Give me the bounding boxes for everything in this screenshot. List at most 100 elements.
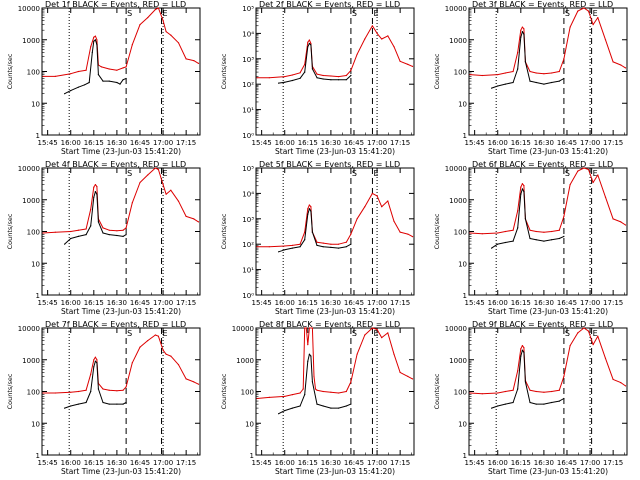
data-point-lld	[587, 168, 590, 171]
y-tick-label: 10000	[18, 5, 40, 13]
data-point-events	[311, 231, 313, 233]
data-point-lld	[193, 218, 195, 220]
data-point-lld	[42, 232, 44, 234]
data-point-lld	[90, 373, 92, 375]
y-tick-label: 1	[463, 132, 467, 140]
x-axis-title: Start Time (23-Jun-03 15:41:20)	[488, 307, 608, 316]
data-point-events	[77, 403, 79, 405]
x-tick-label: 17:15	[603, 459, 623, 467]
data-point-events	[97, 221, 99, 223]
y-tick-label: 10	[458, 260, 467, 268]
data-point-lld	[157, 168, 159, 171]
data-point-events	[299, 77, 301, 79]
data-point-events	[304, 239, 306, 241]
x-axis-title: Start Time (23-Jun-03 15:41:20)	[488, 467, 608, 476]
data-point-events	[543, 240, 545, 242]
data-point-lld	[170, 34, 172, 36]
data-point-lld	[523, 28, 525, 30]
data-point-events	[291, 79, 293, 82]
data-point-lld	[620, 64, 622, 66]
data-point-lld	[624, 385, 627, 387]
y-tick-label: 1	[463, 452, 467, 460]
data-point-lld	[131, 202, 133, 204]
data-point-lld	[304, 63, 306, 65]
data-point-events	[93, 366, 95, 368]
panel-det-6f: Det 6f BLACK = Events, RED = LLD 1 10 100 10…	[433, 160, 628, 316]
end-marker-label: E	[373, 9, 378, 18]
data-point-lld	[70, 391, 72, 393]
x-tick-label: 16:30	[321, 459, 341, 467]
data-point-events	[316, 403, 318, 405]
data-point-events	[551, 401, 553, 404]
data-point-events	[85, 401, 87, 404]
data-point-lld	[177, 364, 180, 366]
panel-title: Det 8f BLACK = Events, RED = LLD	[259, 320, 400, 329]
data-point-lld	[504, 390, 506, 393]
data-point-lld	[512, 389, 514, 391]
data-point-lld	[122, 389, 124, 391]
x-tick-label: 16:45	[557, 459, 577, 467]
data-point-lld	[597, 335, 599, 337]
x-tick-label: 17:00	[153, 299, 173, 307]
data-point-lld	[521, 183, 524, 185]
data-point-events	[308, 42, 310, 45]
data-point-lld	[563, 215, 565, 217]
data-point-lld	[381, 38, 383, 40]
panel-det-4f: Det 4f BLACK = Events, RED = LLD 1 10 100 10…	[6, 160, 201, 316]
data-point-lld	[350, 233, 352, 235]
end-marker-label: E	[163, 329, 168, 338]
data-point-events	[345, 246, 347, 248]
data-point-lld	[197, 62, 200, 64]
data-point-events	[64, 243, 66, 245]
data-point-lld	[376, 195, 378, 197]
data-point-lld	[313, 375, 315, 377]
data-point-lld	[116, 230, 118, 232]
data-point-lld	[165, 353, 167, 355]
data-point-lld	[381, 206, 383, 208]
data-point-lld	[291, 244, 293, 246]
data-point-lld	[93, 36, 95, 38]
data-point-events	[523, 351, 525, 353]
data-point-lld	[314, 388, 317, 390]
data-point-lld	[299, 72, 301, 74]
x-tick-label: 16:45	[130, 299, 150, 307]
panel-title: Det 7f BLACK = Events, RED = LLD	[45, 320, 186, 329]
data-point-lld	[597, 174, 599, 176]
end-marker-label: E	[593, 169, 598, 178]
data-point-lld	[517, 51, 519, 54]
data-point-lld	[569, 345, 571, 347]
data-point-lld	[338, 76, 340, 78]
data-point-lld	[587, 330, 590, 332]
data-point-events	[97, 388, 99, 390]
data-point-lld	[535, 72, 537, 74]
data-point-lld	[597, 17, 599, 19]
data-point-lld	[122, 67, 124, 69]
x-tick-label: 16:30	[534, 459, 554, 467]
panel-title: Det 5f BLACK = Events, RED = LLD	[259, 160, 400, 169]
data-point-events	[322, 405, 324, 407]
data-point-lld	[193, 60, 195, 62]
data-point-lld	[387, 200, 389, 202]
data-point-events	[97, 74, 99, 76]
start-marker-label: S	[565, 9, 570, 18]
x-tick-label: 17:15	[603, 139, 623, 147]
data-point-events	[350, 74, 352, 77]
data-point-events	[119, 83, 121, 85]
panel-title: Det 6f BLACK = Events, RED = LLD	[472, 160, 613, 169]
data-point-events	[93, 40, 95, 42]
y-tick-label: 1	[36, 452, 40, 460]
panel-title: Det 1f BLACK = Events, RED = LLD	[45, 0, 186, 9]
panel-det-5f: Det 5f BLACK = Events, RED = LLD 10⁰ 10¹ 10…	[220, 160, 415, 316]
data-point-lld	[407, 63, 409, 65]
data-point-events	[284, 249, 286, 251]
x-axis-title: Start Time (23-Jun-03 15:41:20)	[61, 147, 181, 156]
data-point-lld	[310, 327, 312, 329]
data-point-events	[529, 237, 531, 240]
data-point-lld	[512, 229, 514, 231]
data-point-events	[304, 71, 306, 73]
data-point-lld	[310, 42, 312, 45]
data-point-events	[491, 87, 493, 89]
data-point-events	[96, 44, 98, 46]
data-point-lld	[529, 229, 531, 231]
